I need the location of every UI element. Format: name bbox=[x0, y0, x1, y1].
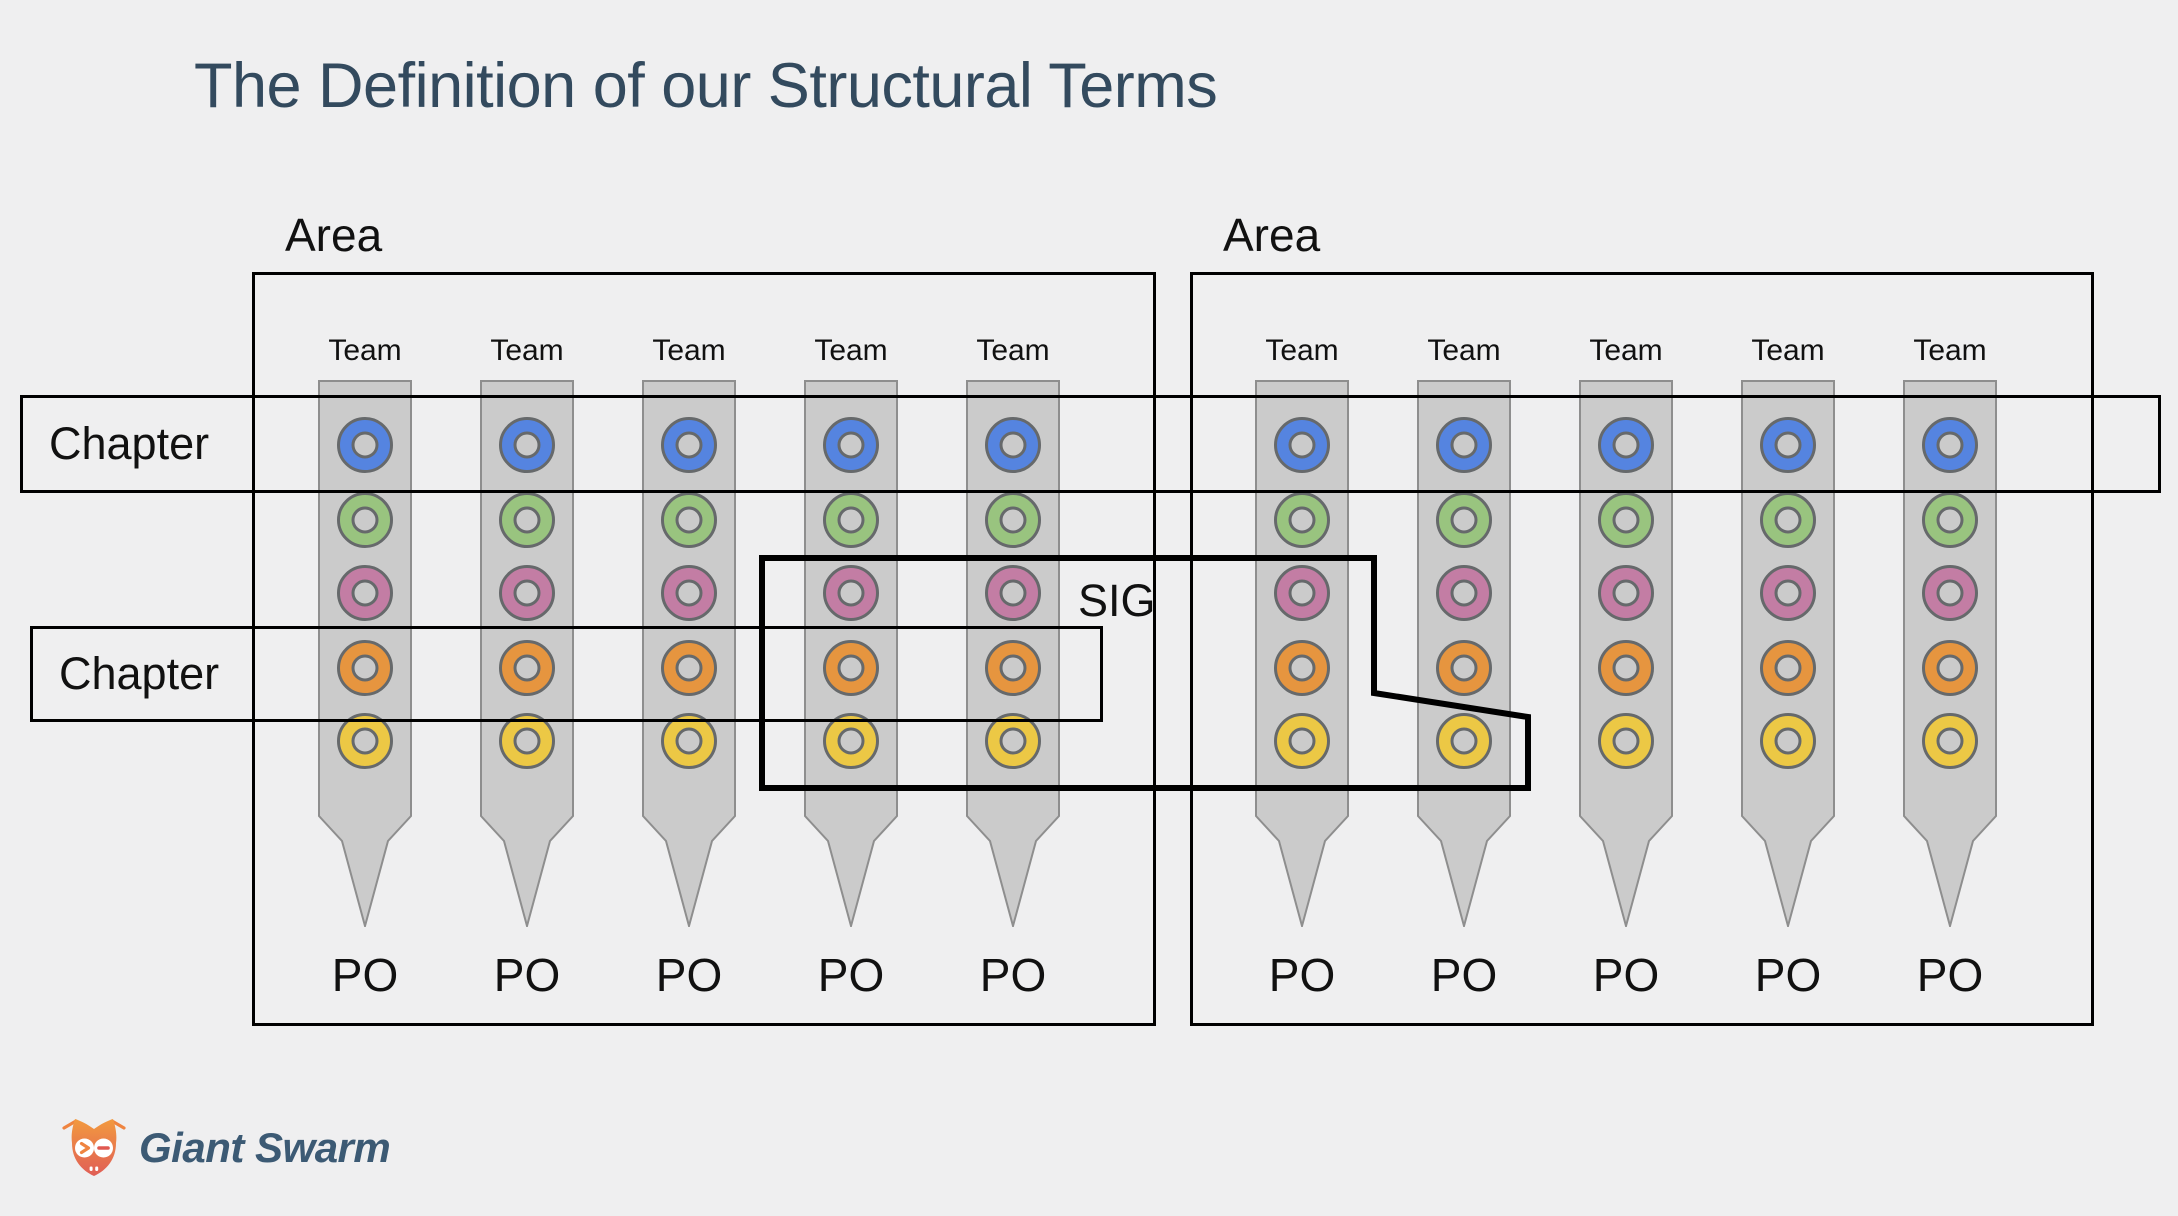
chapter-label: Chapter bbox=[59, 648, 220, 699]
team-column-shape bbox=[642, 380, 736, 930]
team-label: Team bbox=[652, 334, 726, 367]
chapter-box-1: Chapter bbox=[20, 395, 2161, 493]
role-circle-green bbox=[1760, 492, 1816, 548]
po-label: PO bbox=[1916, 949, 1984, 1001]
team-column-shape bbox=[1741, 380, 1835, 930]
role-circle-orange bbox=[661, 640, 717, 696]
team-column bbox=[318, 380, 412, 930]
team-label: Team bbox=[976, 334, 1050, 367]
chapter-label: Chapter bbox=[49, 418, 210, 469]
role-circle-pink bbox=[661, 565, 717, 621]
team-column-shape bbox=[1579, 380, 1673, 930]
team-label: Team bbox=[1589, 334, 1663, 367]
role-circle-yellow bbox=[1922, 713, 1978, 769]
team-label: Team bbox=[1751, 334, 1825, 367]
role-circle-blue bbox=[1760, 417, 1816, 473]
po-label: PO bbox=[979, 949, 1047, 1001]
sig-label: SIG bbox=[1078, 575, 1156, 626]
area-label: Area bbox=[1223, 209, 1321, 261]
team-label: Team bbox=[490, 334, 564, 367]
role-circle-yellow bbox=[1598, 713, 1654, 769]
role-circle-pink bbox=[1760, 565, 1816, 621]
slide-title: The Definition of our Structural Terms bbox=[194, 51, 1218, 121]
role-circle-blue bbox=[1922, 417, 1978, 473]
team-column-shape bbox=[318, 380, 412, 930]
role-circle-pink bbox=[1922, 565, 1978, 621]
team-column bbox=[642, 380, 736, 930]
team-column bbox=[1741, 380, 1835, 930]
team-label: Team bbox=[1265, 334, 1339, 367]
role-circle-green bbox=[823, 492, 879, 548]
role-circle-green bbox=[1598, 492, 1654, 548]
po-label: PO bbox=[493, 949, 561, 1001]
role-circle-orange bbox=[337, 640, 393, 696]
role-circle-blue bbox=[337, 417, 393, 473]
team-label: Team bbox=[1427, 334, 1501, 367]
role-circle-green bbox=[499, 492, 555, 548]
role-circle-green bbox=[1922, 492, 1978, 548]
area-box bbox=[1190, 272, 2094, 1026]
team-label: Team bbox=[1913, 334, 1987, 367]
role-circle-blue bbox=[1274, 417, 1330, 473]
role-circle-green bbox=[1274, 492, 1330, 548]
role-circle-orange bbox=[499, 640, 555, 696]
team-label: Team bbox=[328, 334, 402, 367]
role-circle-orange bbox=[1760, 640, 1816, 696]
role-circle-yellow bbox=[1760, 713, 1816, 769]
chapter-box-2: Chapter bbox=[30, 626, 1103, 722]
role-circle-blue bbox=[1598, 417, 1654, 473]
role-circle-blue bbox=[823, 417, 879, 473]
po-label: PO bbox=[331, 949, 399, 1001]
role-circle-orange bbox=[1922, 640, 1978, 696]
role-circle-pink bbox=[1598, 565, 1654, 621]
role-circle-orange bbox=[1598, 640, 1654, 696]
team-column bbox=[480, 380, 574, 930]
role-circle-yellow bbox=[661, 713, 717, 769]
team-column bbox=[1579, 380, 1673, 930]
giant-swarm-logo: Giant Swarm bbox=[62, 1116, 391, 1180]
role-circle-blue bbox=[499, 417, 555, 473]
role-circle-pink bbox=[337, 565, 393, 621]
role-circle-blue bbox=[1436, 417, 1492, 473]
team-column bbox=[1903, 380, 1997, 930]
po-label: PO bbox=[1268, 949, 1336, 1001]
role-circle-green bbox=[985, 492, 1041, 548]
po-label: PO bbox=[655, 949, 723, 1001]
team-label: Team bbox=[814, 334, 888, 367]
po-label: PO bbox=[817, 949, 885, 1001]
po-label: PO bbox=[1430, 949, 1498, 1001]
team-column-shape bbox=[1903, 380, 1997, 930]
area-label: Area bbox=[285, 209, 383, 261]
role-circle-pink bbox=[499, 565, 555, 621]
logo-text: Giant Swarm bbox=[139, 1124, 391, 1171]
role-circle-yellow bbox=[337, 713, 393, 769]
role-circle-green bbox=[337, 492, 393, 548]
team-column-shape bbox=[480, 380, 574, 930]
role-circle-green bbox=[1436, 492, 1492, 548]
role-circle-blue bbox=[985, 417, 1041, 473]
role-circle-blue bbox=[661, 417, 717, 473]
role-circle-green bbox=[661, 492, 717, 548]
po-label: PO bbox=[1754, 949, 1822, 1001]
po-label: PO bbox=[1592, 949, 1660, 1001]
role-circle-yellow bbox=[499, 713, 555, 769]
ant-icon bbox=[62, 1119, 126, 1176]
